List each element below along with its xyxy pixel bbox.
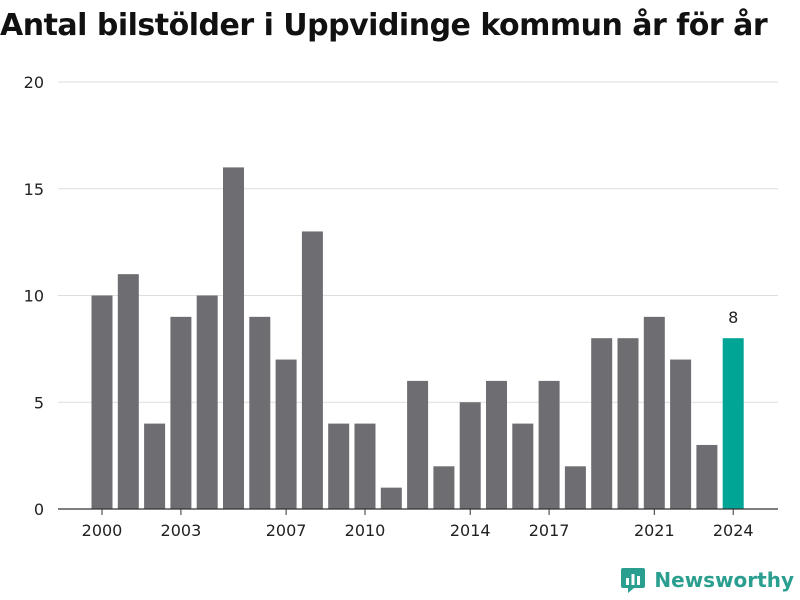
bar-2021 [643, 316, 665, 509]
y-tick-label: 20 [24, 73, 44, 92]
bar-2002 [144, 423, 166, 509]
bar-2024 [722, 338, 744, 509]
x-axis: 2000 2003 2007 2010 2014 2017 2021 2024 [58, 508, 778, 540]
bar-2011 [380, 487, 402, 509]
bar-2008 [301, 231, 323, 509]
bar-2017 [538, 380, 560, 509]
x-tick-label: 2017 [529, 521, 570, 540]
bar-2004 [196, 295, 218, 509]
x-tick-label: 2021 [634, 521, 675, 540]
y-tick-label: 10 [24, 287, 44, 306]
grid-lines [58, 81, 778, 403]
x-tick-label: 2003 [161, 521, 202, 540]
brand-name: Newsworthy [654, 568, 794, 592]
bars [91, 167, 744, 509]
bar-2015 [486, 380, 507, 509]
bar-2016 [512, 423, 534, 509]
bar-2005 [223, 167, 244, 509]
bar-2001 [117, 274, 139, 509]
newsworthy-brand: Newsworthy [620, 566, 794, 594]
bar-2007 [275, 359, 297, 509]
x-tick-label: 2010 [345, 521, 386, 540]
data-labels: 8 [728, 308, 738, 327]
y-tick-label: 5 [34, 393, 44, 412]
x-tick-label: 2000 [82, 521, 123, 540]
y-tick-label: 0 [34, 500, 44, 519]
bar-2006 [249, 316, 271, 509]
bar-2009 [328, 423, 350, 509]
newsworthy-logo-icon [621, 568, 646, 593]
bar-2010 [354, 423, 376, 509]
y-axis-ticks: 0 5 10 15 20 [24, 73, 44, 519]
data-label-2024: 8 [728, 308, 738, 327]
x-tick-label: 2007 [266, 521, 307, 540]
bar-2020 [617, 338, 639, 509]
chart-title: Antal bilstölder i Uppvidinge kommun år … [0, 8, 768, 43]
x-tick-label: 2014 [450, 521, 491, 540]
bar-2013 [433, 466, 455, 509]
bar-2003 [170, 316, 192, 509]
y-tick-label: 15 [24, 180, 44, 199]
bar-2019 [591, 338, 613, 509]
bar-2022 [670, 359, 692, 509]
bar-2012 [407, 380, 429, 509]
x-tick-label: 2024 [713, 521, 754, 540]
bar-2000 [91, 295, 113, 509]
bar-2023 [696, 444, 718, 509]
bar-2018 [564, 466, 586, 509]
bar-2014 [459, 402, 481, 509]
